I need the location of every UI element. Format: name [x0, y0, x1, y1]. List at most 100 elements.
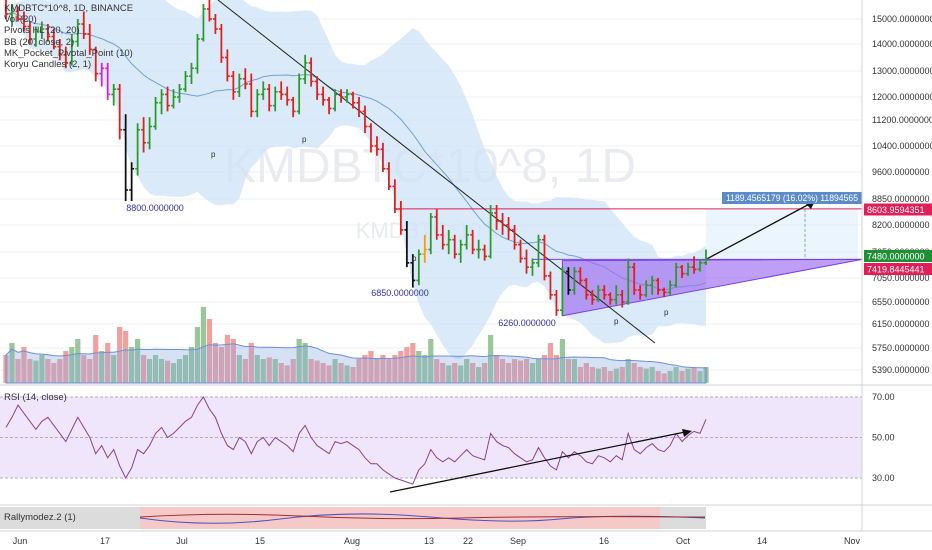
volume-bar — [470, 363, 476, 383]
volume-bar — [511, 359, 518, 383]
measure-tag-bg — [722, 192, 862, 204]
volume-bar — [87, 359, 93, 383]
volume-bar — [499, 359, 506, 383]
rally-pane-label[interactable]: Rallymodez.2 (1) — [4, 512, 76, 523]
time-axis-label: 22 — [463, 536, 473, 546]
volume-bar — [170, 363, 177, 383]
volume-bar — [679, 371, 685, 383]
volume-bar — [434, 359, 440, 383]
price-axis-label: 6550.0000000 — [872, 297, 930, 307]
volume-bar — [523, 359, 530, 383]
volume-bar — [254, 355, 260, 383]
volume-bar — [428, 339, 434, 383]
volume-bar — [194, 327, 201, 383]
time-axis-label: Jul — [176, 536, 188, 546]
volume-bar — [308, 359, 314, 383]
legend-vol[interactable]: Vol (20) — [4, 14, 37, 26]
volume-bar — [117, 327, 123, 383]
legend-bb[interactable]: BB (20, close, 2) — [4, 36, 75, 48]
time-axis-label: 15 — [255, 536, 265, 546]
pivot-label: 6260.0000000 — [498, 318, 556, 328]
time-axis-label: 13 — [424, 536, 434, 546]
volume-bar — [691, 367, 697, 383]
rsi-pane-label[interactable]: RSI (14, close) — [4, 392, 67, 403]
volume-bar — [356, 359, 362, 383]
volume-bar — [476, 367, 482, 383]
rsi-axis-label: 50.00 — [872, 433, 895, 443]
volume-bar — [541, 355, 548, 383]
triangle-pattern — [561, 258, 863, 317]
volume-bar — [206, 319, 213, 383]
target-price-label: 8603.9594351 — [867, 205, 925, 215]
rally-gray-zone — [0, 507, 140, 529]
volume-bar — [111, 355, 117, 383]
pivot-label: 6850.0000000 — [371, 288, 429, 298]
time-axis-label: 17 — [100, 536, 110, 546]
volume-bar — [613, 368, 619, 383]
volume-bar — [141, 355, 147, 383]
volume-bars — [3, 307, 709, 383]
volume-bar — [39, 355, 45, 383]
pocket-pivot-marker: p — [412, 254, 417, 263]
price-axis-label: 5750.0000000 — [872, 343, 930, 353]
volume-bar — [625, 359, 631, 383]
rally-gray-zone-2 — [660, 507, 706, 529]
pocket-pivot-marker: p — [614, 317, 619, 326]
time-axis-label: Jun — [13, 536, 28, 546]
volume-bar — [398, 351, 404, 383]
volume-bar — [488, 335, 494, 383]
volume-bar — [33, 360, 39, 383]
volume-bar — [176, 359, 183, 383]
volume-bar — [661, 373, 667, 383]
volume-bar — [655, 371, 661, 383]
volume-bar — [571, 359, 577, 383]
volume-bar — [314, 360, 320, 383]
volume-bar — [63, 351, 69, 383]
base-price-bg — [864, 263, 932, 275]
volume-bar — [248, 343, 254, 383]
volume-bar — [332, 359, 338, 383]
volume-bar — [188, 347, 195, 383]
chart-legend: KMDBTC*10^8, 1D, BINANCE Vol (20) Pivots… — [4, 3, 133, 70]
volume-bar — [583, 363, 589, 383]
legend-koryu[interactable]: Koryu Candles (2, 1) — [4, 59, 92, 71]
volume-bar — [452, 363, 458, 383]
measure-box — [706, 208, 858, 260]
last-price-label: 7480.0000000 — [867, 252, 925, 262]
volume-bar — [392, 355, 398, 383]
volume-bar — [266, 357, 272, 383]
volume-bar — [344, 365, 350, 383]
legend-pocket-pivot[interactable]: MK_Pocket_Pivotal_Point (10) — [4, 47, 133, 59]
volume-bar — [667, 371, 673, 383]
volume-bar — [350, 367, 356, 383]
volume-bar — [9, 343, 15, 383]
volume-bar — [446, 365, 452, 383]
volume-bar — [45, 359, 51, 383]
volume-bar — [416, 351, 422, 383]
volume-bar — [27, 359, 33, 383]
volume-bar — [93, 335, 99, 383]
volume-bar — [290, 359, 296, 383]
base-price-label: 7419.8445441 — [867, 265, 925, 275]
legend-symbol[interactable]: KMDBTC*10^8, 1D, BINANCE — [4, 3, 134, 14]
volume-bar — [493, 355, 500, 383]
volume-bar — [200, 307, 207, 383]
pivot-label: 8800.0000000 — [126, 203, 184, 213]
volume-bar — [553, 355, 560, 383]
price-axis-label: 7050.0000000 — [872, 273, 930, 283]
volume-bar — [260, 359, 266, 383]
volume-bar — [152, 355, 159, 383]
volume-bar — [296, 339, 302, 383]
volume-bar — [218, 347, 224, 383]
volume-bar — [464, 359, 470, 383]
volume-bar — [535, 359, 542, 383]
legend-pivots[interactable]: Pivots HL (20, 20) — [4, 25, 80, 37]
volume-bar — [458, 365, 464, 383]
volume-bar — [440, 363, 446, 383]
volume-bar — [99, 351, 105, 383]
volume-bar — [146, 359, 153, 383]
time-axis-label: Nov — [844, 536, 861, 546]
price-axis-label: 8200.0000000 — [872, 220, 930, 230]
volume-bar — [685, 368, 691, 383]
